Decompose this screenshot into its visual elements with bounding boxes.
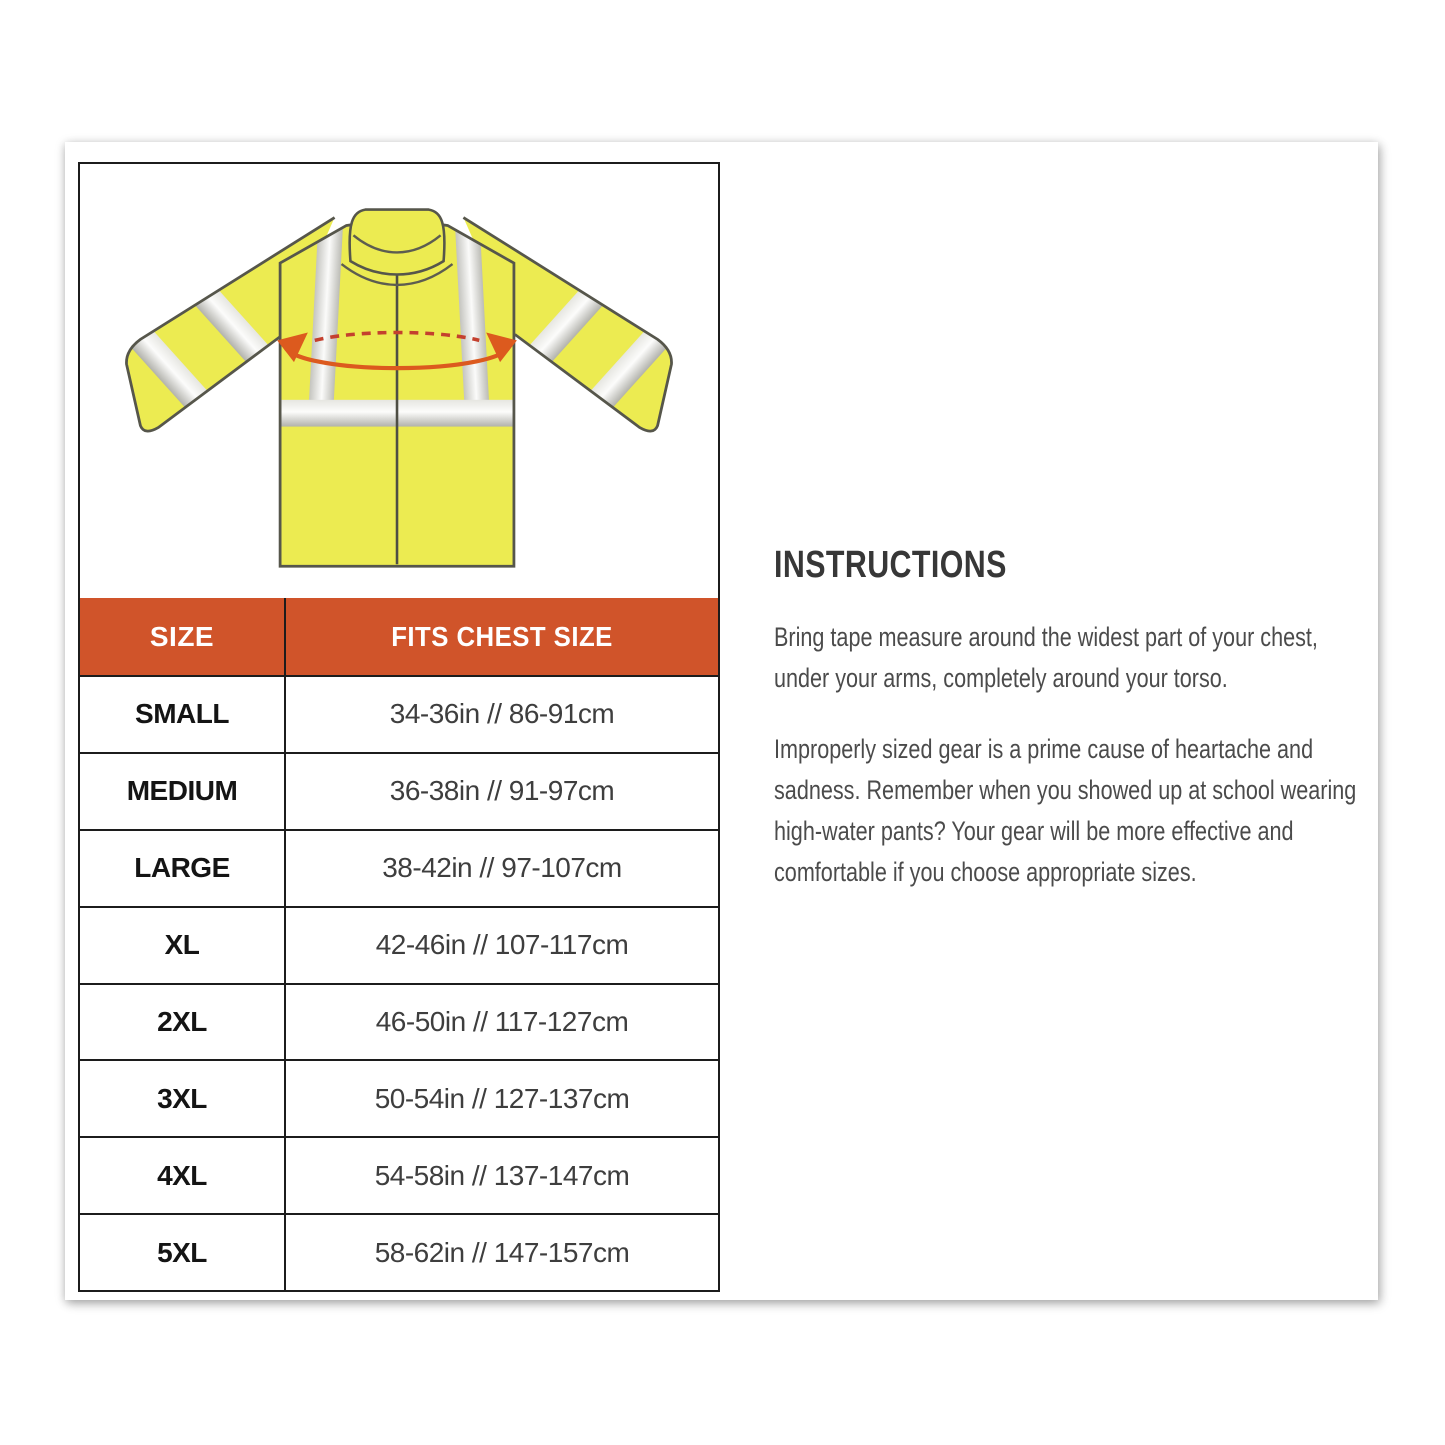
chest-cell: 34-36in // 86-91cm — [389, 698, 615, 730]
chest-cell: 42-46in // 107-117cm — [375, 929, 629, 961]
hi-vis-jacket-icon — [125, 208, 673, 568]
size-cell: SMALL — [80, 677, 286, 752]
instructions-paragraph: Bring tape measure around the widest par… — [774, 622, 1318, 693]
size-cell: MEDIUM — [80, 753, 286, 829]
table-row: LARGE 38-42in // 97-107cm — [80, 828, 718, 906]
size-cell: 3XL — [80, 1061, 286, 1137]
chest-cell: 50-54in // 127-137cm — [374, 1082, 630, 1114]
table-row: 3XL 50-54in // 127-137cm — [80, 1059, 718, 1137]
table-row: 4XL 54-58in // 137-147cm — [80, 1136, 718, 1214]
size-cell: 5XL — [80, 1215, 286, 1290]
tape-measure-arrow-icon — [277, 330, 517, 371]
table-row: 5XL 58-62in // 147-157cm — [80, 1213, 718, 1290]
size-chart-panel: SIZE FITS CHEST SIZE SMALL 34-36in // 86… — [78, 162, 720, 1292]
size-cell: 4XL — [80, 1138, 286, 1214]
chest-cell: 36-38in // 91-97cm — [389, 775, 615, 807]
size-cell: 2XL — [80, 984, 286, 1060]
jacket-torso — [278, 220, 516, 568]
chest-cell: 46-50in // 117-127cm — [375, 1005, 629, 1037]
instructions-paragraph: Improperly sized gear is a prime cause o… — [774, 734, 1357, 887]
size-table-header-row: SIZE FITS CHEST SIZE — [80, 598, 718, 675]
size-cell: XL — [80, 907, 286, 983]
instructions-section: INSTRUCTIONS Bring tape measure around t… — [774, 544, 1372, 893]
table-row: XL 42-46in // 107-117cm — [80, 905, 718, 983]
chest-cell: 54-58in // 137-147cm — [374, 1159, 630, 1191]
size-column-header: SIZE — [80, 598, 286, 675]
chest-cell: 58-62in // 147-157cm — [374, 1236, 630, 1268]
size-table: SIZE FITS CHEST SIZE SMALL 34-36in // 86… — [80, 598, 718, 1290]
size-cell: LARGE — [80, 830, 286, 906]
chest-column-header: FITS CHEST SIZE — [391, 620, 613, 652]
sizing-chart-card: SIZE FITS CHEST SIZE SMALL 34-36in // 86… — [65, 142, 1378, 1300]
table-row: MEDIUM 36-38in // 91-97cm — [80, 751, 718, 829]
instructions-heading: INSTRUCTIONS — [774, 544, 1007, 586]
jacket-collar — [340, 208, 454, 287]
chest-cell: 38-42in // 97-107cm — [382, 852, 622, 884]
jacket-illustration — [80, 164, 718, 598]
table-row: SMALL 34-36in // 86-91cm — [80, 675, 718, 752]
table-row: 2XL 46-50in // 117-127cm — [80, 982, 718, 1060]
